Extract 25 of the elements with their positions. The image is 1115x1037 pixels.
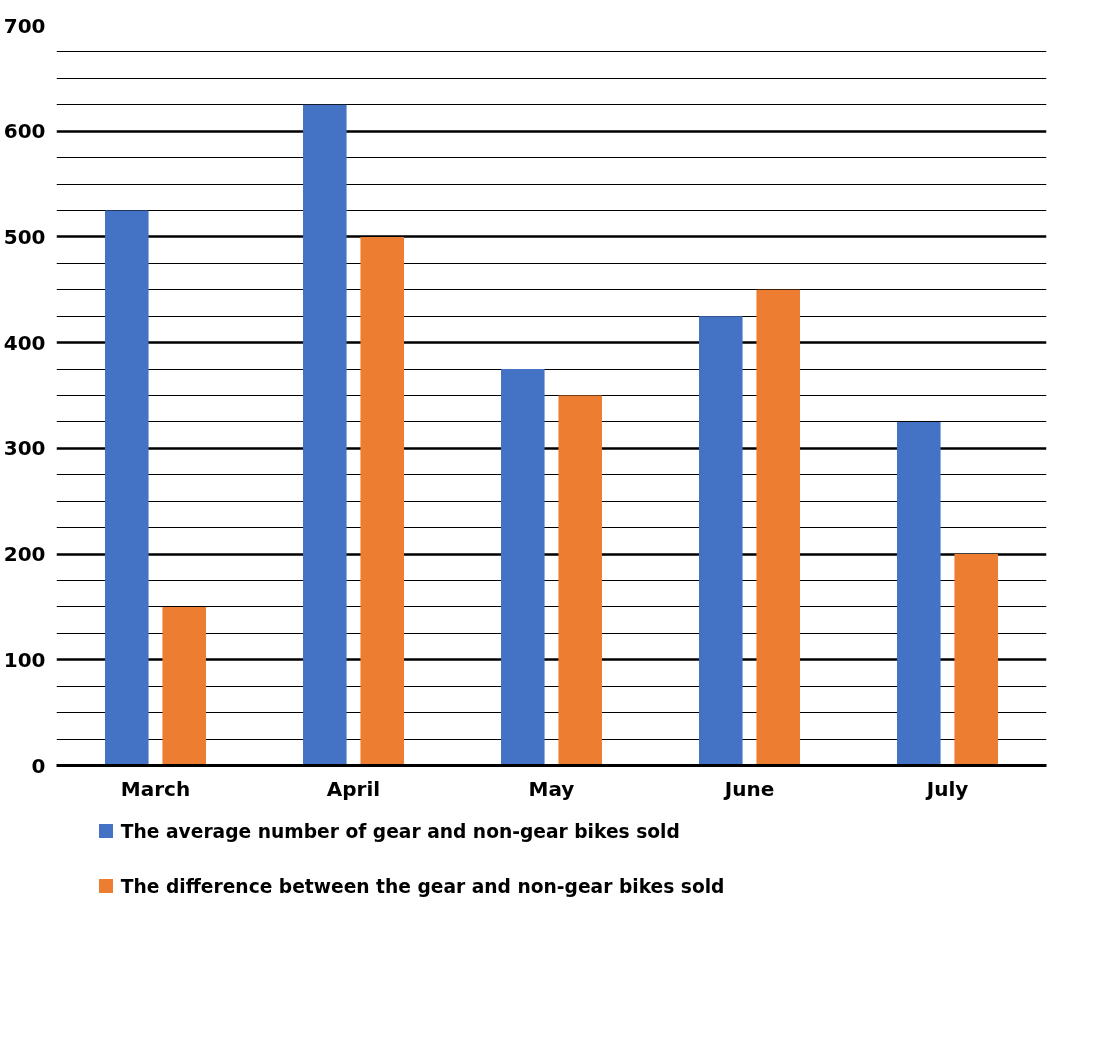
x-tick-label: March (120, 776, 191, 801)
bar (756, 289, 800, 766)
y-tick-label: 0 (31, 753, 46, 778)
x-tick-label: May (528, 776, 575, 801)
y-tick-label: 400 (3, 330, 46, 355)
bar (954, 554, 998, 766)
bar (162, 606, 206, 766)
x-tick-label: April (326, 776, 381, 801)
x-tick-label: July (924, 776, 969, 801)
bar (897, 421, 941, 766)
y-tick-label: 200 (3, 542, 46, 567)
bar (558, 395, 602, 766)
y-tick-label: 700 (3, 13, 46, 38)
bar (303, 104, 347, 766)
legend-label: The difference between the gear and non-gear bikes sold (120, 875, 725, 897)
y-tick-label: 100 (3, 647, 46, 672)
y-tick-label: 500 (3, 224, 46, 249)
bar (105, 210, 149, 766)
legend-label: The average number of gear and non-gear bikes sold (120, 820, 680, 842)
bar (699, 316, 743, 766)
y-tick-label: 300 (3, 436, 46, 461)
bar (360, 236, 404, 766)
y-tick-label: 600 (3, 119, 46, 144)
x-tick-label: June (722, 776, 775, 801)
bar (501, 369, 545, 766)
